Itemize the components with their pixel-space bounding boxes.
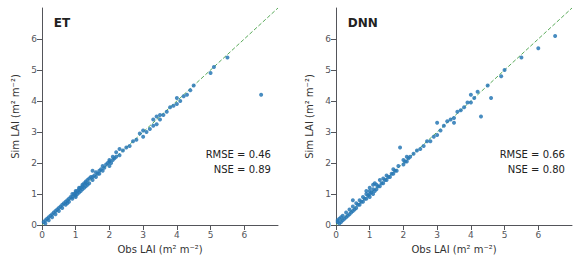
svg-text:RMSE = 0.46: RMSE = 0.46: [206, 149, 271, 160]
svg-text:Obs LAI (m² m⁻²): Obs LAI (m² m⁻²): [411, 244, 496, 255]
svg-text:ET: ET: [54, 16, 71, 30]
svg-text:2: 2: [107, 230, 113, 240]
svg-text:Sim LAI (m² m⁻²): Sim LAI (m² m⁻²): [304, 74, 315, 159]
svg-text:6: 6: [535, 230, 541, 240]
svg-text:RMSE = 0.66: RMSE = 0.66: [500, 149, 565, 160]
svg-text:2: 2: [401, 230, 407, 240]
svg-text:1: 1: [325, 189, 331, 199]
svg-text:6: 6: [325, 34, 331, 44]
svg-text:NSE = 0.89: NSE = 0.89: [214, 164, 271, 175]
svg-text:DNN: DNN: [348, 16, 378, 30]
svg-text:0: 0: [325, 220, 331, 230]
svg-text:3: 3: [434, 230, 440, 240]
svg-text:6: 6: [241, 230, 247, 240]
svg-text:3: 3: [140, 230, 146, 240]
svg-text:0: 0: [333, 230, 339, 240]
svg-text:6: 6: [31, 34, 37, 44]
svg-text:0: 0: [39, 230, 45, 240]
svg-text:4: 4: [325, 96, 331, 106]
svg-text:Sim LAI (m² m⁻²): Sim LAI (m² m⁻²): [10, 74, 21, 159]
svg-text:3: 3: [325, 127, 331, 137]
svg-text:4: 4: [174, 230, 180, 240]
svg-text:5: 5: [325, 65, 331, 75]
svg-text:2: 2: [31, 158, 37, 168]
svg-text:1: 1: [367, 230, 373, 240]
svg-text:NSE = 0.80: NSE = 0.80: [508, 164, 565, 175]
svg-text:1: 1: [73, 230, 79, 240]
svg-text:0: 0: [31, 220, 37, 230]
svg-text:Obs LAI (m² m⁻²): Obs LAI (m² m⁻²): [117, 244, 202, 255]
svg-text:1: 1: [31, 189, 37, 199]
svg-text:4: 4: [468, 230, 474, 240]
svg-text:3: 3: [31, 127, 37, 137]
svg-text:5: 5: [31, 65, 37, 75]
svg-text:5: 5: [208, 230, 214, 240]
svg-text:4: 4: [31, 96, 37, 106]
svg-text:2: 2: [325, 158, 331, 168]
svg-text:5: 5: [502, 230, 508, 240]
